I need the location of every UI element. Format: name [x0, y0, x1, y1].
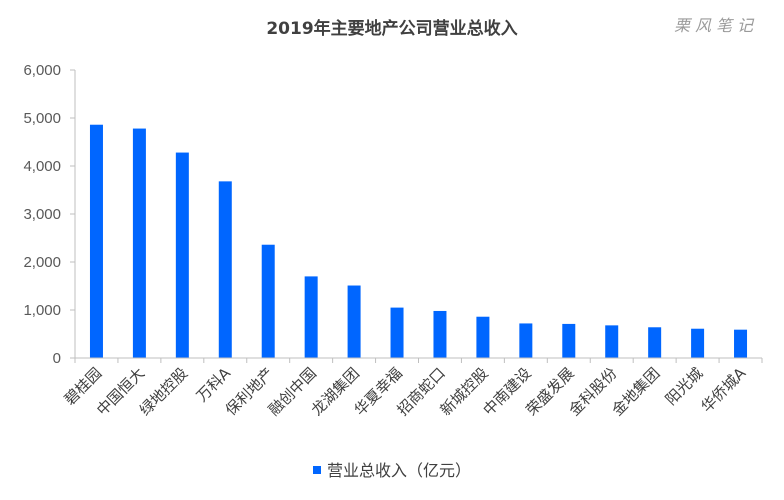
bar [605, 325, 619, 358]
bar [218, 181, 232, 358]
y-tick-label: 1,000 [23, 302, 61, 319]
x-tick-label: 金地集团 [608, 364, 663, 419]
bar [691, 328, 705, 358]
x-tick-label: 华侨城A [698, 364, 750, 416]
bar [390, 307, 404, 358]
bar [132, 128, 146, 358]
bar [519, 323, 533, 358]
y-tick-label: 3,000 [23, 206, 61, 223]
chart-title: 2019年主要地产公司营业总收入 [266, 19, 518, 39]
bar [648, 327, 662, 358]
bar [89, 124, 103, 358]
bar [562, 323, 576, 358]
x-tick-label: 绿地控股 [136, 364, 191, 419]
legend-label: 营业总收入（亿元） [326, 461, 471, 480]
bars [89, 124, 748, 358]
y-tick-label: 5,000 [23, 110, 61, 127]
legend: 营业总收入（亿元） [0, 457, 784, 481]
watermark-text: 栗风笔记 [673, 16, 758, 35]
y-tick-label: 4,000 [23, 158, 61, 175]
bar [734, 329, 748, 358]
bar [476, 316, 490, 358]
y-axis: 0 1,000 2,000 3,000 4,000 5,000 6,000 [23, 62, 76, 367]
y-tick-label: 6,000 [23, 62, 61, 79]
bar [304, 276, 318, 358]
y-tick-label: 2,000 [23, 254, 61, 271]
y-tick-label: 0 [53, 350, 61, 367]
bar [433, 310, 447, 358]
bar [261, 244, 275, 358]
bar [347, 285, 361, 358]
bar [175, 152, 189, 358]
legend-swatch [312, 465, 321, 474]
